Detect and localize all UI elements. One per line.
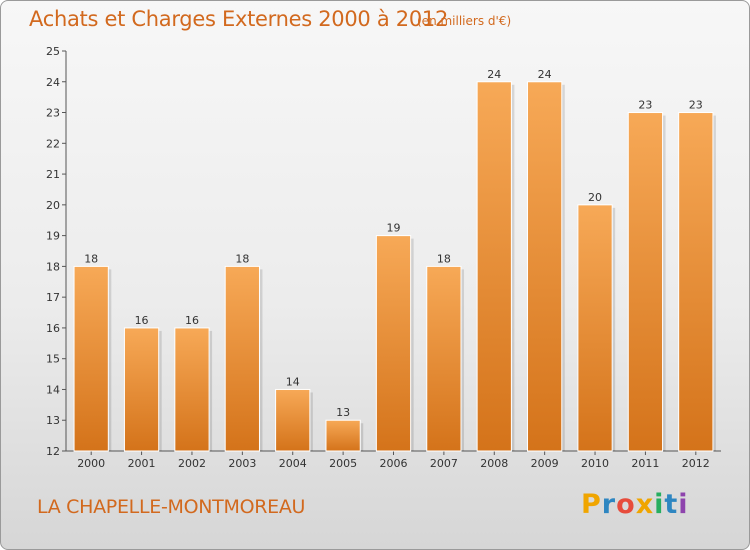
bar <box>627 112 664 452</box>
x-tick-label: 2002 <box>178 457 206 470</box>
bar-value-label: 20 <box>588 191 602 204</box>
bar <box>476 81 512 452</box>
x-tick-label: 2006 <box>380 457 408 470</box>
x-tick-label: 2000 <box>77 457 105 470</box>
bar <box>527 81 563 452</box>
bar-value-label: 16 <box>185 314 199 327</box>
x-tick-label: 2008 <box>480 457 508 470</box>
logo-letter: x <box>635 489 655 520</box>
bar-value-label: 24 <box>487 68 501 81</box>
bar <box>577 204 613 452</box>
bar-value-label: 23 <box>638 99 652 112</box>
bar-value-label: 18 <box>235 252 249 265</box>
logo-letter: r <box>601 489 617 520</box>
logo-letter: t <box>664 489 679 520</box>
x-tick-label: 2007 <box>430 457 458 470</box>
y-tick-label: 15 <box>46 353 60 366</box>
bar <box>375 235 412 452</box>
logo-letter: o <box>616 489 636 520</box>
bar <box>426 265 462 452</box>
x-tick-label: 2003 <box>228 457 256 470</box>
bar <box>73 265 109 452</box>
y-tick-label: 22 <box>46 137 60 150</box>
commune-name: LA CHAPELLE-MONTMOREAU <box>37 496 306 518</box>
x-tick-label: 2012 <box>682 457 710 470</box>
y-tick-label: 17 <box>46 291 60 304</box>
bar <box>325 419 361 452</box>
chart-title: Achats et Charges Externes 2000 à 2012 <box>29 7 449 31</box>
logo-letter: i <box>678 489 689 520</box>
bar <box>678 112 714 452</box>
x-tick-label: 2010 <box>581 457 609 470</box>
chart-subtitle: (en milliers d'€) <box>417 14 512 28</box>
y-tick-label: 20 <box>46 199 60 212</box>
y-tick-label: 23 <box>46 107 60 120</box>
bar-value-label: 23 <box>689 99 703 112</box>
y-tick-label: 12 <box>46 445 60 458</box>
x-tick-label: 2011 <box>631 457 659 470</box>
y-tick-label: 24 <box>46 76 60 89</box>
y-tick-label: 18 <box>46 260 60 273</box>
bar-value-label: 18 <box>84 252 98 265</box>
bar-value-label: 24 <box>538 68 552 81</box>
bar-value-label: 13 <box>336 406 350 419</box>
bar-value-label: 19 <box>387 222 401 235</box>
y-tick-label: 13 <box>46 414 60 427</box>
y-tick-label: 16 <box>46 322 60 335</box>
bar-value-label: 18 <box>437 252 451 265</box>
logo-letter: P <box>581 489 602 520</box>
bar-value-label: 16 <box>135 314 149 327</box>
y-tick-label: 21 <box>46 168 60 181</box>
logo-letter: i <box>654 489 665 520</box>
y-tick-label: 14 <box>46 383 60 396</box>
bar-value-label: 14 <box>286 375 300 388</box>
bar <box>174 327 210 452</box>
x-tick-label: 2001 <box>128 457 156 470</box>
y-tick-label: 19 <box>46 230 60 243</box>
bar <box>224 265 260 452</box>
bar <box>123 327 160 452</box>
y-tick-label: 25 <box>46 45 60 58</box>
bar <box>275 388 311 452</box>
x-tick-label: 2004 <box>279 457 307 470</box>
x-tick-label: 2005 <box>329 457 357 470</box>
proxiti-logo: Proxiti <box>581 489 689 520</box>
x-tick-label: 2009 <box>531 457 559 470</box>
